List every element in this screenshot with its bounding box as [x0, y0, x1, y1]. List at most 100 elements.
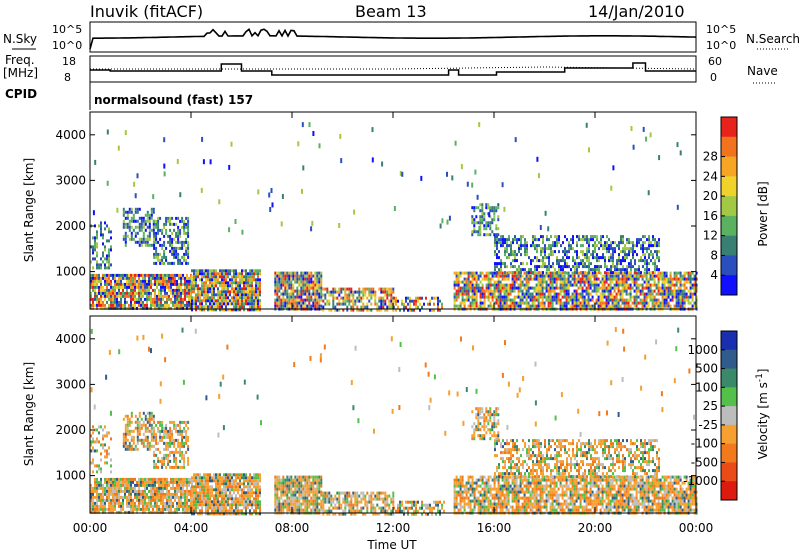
heatmap-cell — [348, 302, 351, 306]
heatmap-cell — [96, 245, 98, 249]
heatmap-cell — [642, 250, 644, 254]
heatmap-cell — [572, 259, 574, 263]
heatmap-cell — [213, 272, 215, 276]
heatmap-cell — [98, 224, 100, 228]
heatmap-cell — [96, 495, 98, 499]
heatmap-cell — [225, 269, 227, 273]
heatmap-cell — [358, 287, 361, 291]
heatmap-cell — [511, 277, 514, 281]
heatmap-cell — [497, 292, 500, 296]
heatmap-cell — [489, 206, 492, 210]
heatmap-cell — [420, 175, 423, 181]
heatmap-cell — [350, 287, 353, 291]
heatmap-cell — [465, 277, 468, 281]
heatmap-cell — [175, 231, 178, 235]
heatmap-cell — [110, 279, 112, 283]
heatmap-cell — [558, 241, 560, 245]
heatmap-cell — [146, 495, 148, 499]
heatmap-cell — [203, 272, 205, 276]
heatmap-cell — [169, 240, 172, 244]
heatmap-cell — [380, 290, 383, 294]
heatmap-cell — [280, 274, 283, 278]
heatmap-cell — [588, 244, 590, 248]
heatmap-cell — [621, 298, 624, 302]
heatmap-cell — [199, 494, 201, 498]
heatmap-cell — [529, 292, 532, 296]
heatmap-cell — [160, 486, 162, 490]
heatmap-cell — [497, 277, 500, 281]
heatmap-cell — [184, 507, 186, 511]
heatmap-cell — [94, 288, 96, 292]
heatmap-cell — [542, 271, 544, 275]
heatmap-cell — [501, 289, 504, 293]
heatmap-cell — [112, 507, 114, 511]
heatmap-cell — [144, 480, 146, 484]
heatmap-cell — [144, 483, 146, 487]
heatmap-cell — [376, 308, 379, 312]
heatmap-cell — [186, 276, 188, 280]
heatmap-cell — [487, 203, 490, 207]
heatmap-cell — [519, 283, 522, 287]
heatmap-cell — [296, 277, 299, 281]
heatmap-cell — [114, 477, 116, 481]
heatmap-cell — [578, 265, 580, 269]
heatmap-cell — [653, 280, 656, 284]
heatmap-cell — [249, 482, 251, 486]
heatmap-cell — [282, 289, 285, 293]
heatmap-cell — [215, 284, 217, 288]
heatmap-cell — [187, 255, 190, 259]
heatmap-cell — [541, 304, 544, 308]
heatmap-cell — [479, 289, 482, 293]
heatmap-cell — [182, 306, 184, 310]
heatmap-cell — [280, 271, 283, 275]
heatmap-cell — [249, 308, 251, 312]
heatmap-cell — [318, 292, 321, 296]
heatmap-cell — [118, 492, 120, 496]
heatmap-cell — [108, 263, 110, 267]
heatmap-cell — [144, 282, 146, 286]
heatmap-cell — [237, 308, 239, 312]
heatmap-cell — [255, 302, 257, 306]
heatmap-cell — [181, 225, 184, 229]
heatmap-cell — [201, 281, 203, 285]
heatmap-cell — [667, 280, 670, 284]
heatmap-cell — [520, 241, 522, 245]
heatmap-cell — [601, 304, 604, 308]
heatmap-cell — [586, 241, 588, 245]
heatmap-cell — [180, 489, 182, 493]
heatmap-cell — [626, 265, 628, 269]
heatmap-cell — [622, 268, 624, 272]
heatmap-cell — [253, 491, 255, 495]
heatmap-cell — [243, 290, 245, 294]
heatmap-cell — [308, 271, 311, 275]
heatmap-cell — [306, 295, 309, 299]
heatmap-cell — [126, 216, 129, 220]
heatmap-cell — [505, 301, 508, 305]
heatmap-cell — [607, 274, 610, 278]
heatmap-cell — [644, 259, 646, 263]
heatmap-cell — [656, 250, 658, 254]
heatmap-cell — [106, 180, 109, 186]
heatmap-cell — [538, 173, 540, 179]
heatmap-cell — [158, 510, 160, 514]
heatmap-cell — [390, 290, 393, 294]
heatmap-cell — [156, 495, 158, 499]
heatmap-cell — [126, 495, 128, 499]
heatmap-cell — [195, 485, 197, 489]
heatmap-cell — [166, 507, 168, 511]
heatmap-cell — [606, 235, 608, 239]
heatmap-cell — [180, 285, 182, 289]
heatmap-cell — [223, 500, 225, 504]
heatmap-cell — [201, 299, 203, 303]
heatmap-cell — [473, 277, 476, 281]
heatmap-cell — [160, 489, 162, 493]
heatmap-cell — [176, 477, 178, 481]
heatmap-cell — [641, 286, 644, 290]
heatmap-cell — [98, 276, 100, 280]
heatmap-cell — [164, 276, 166, 280]
heatmap-cell — [630, 262, 632, 266]
heatmap-cell — [549, 280, 552, 284]
heatmap-cell — [555, 283, 558, 287]
heatmap-cell — [395, 299, 397, 303]
heatmap-cell — [168, 510, 170, 514]
